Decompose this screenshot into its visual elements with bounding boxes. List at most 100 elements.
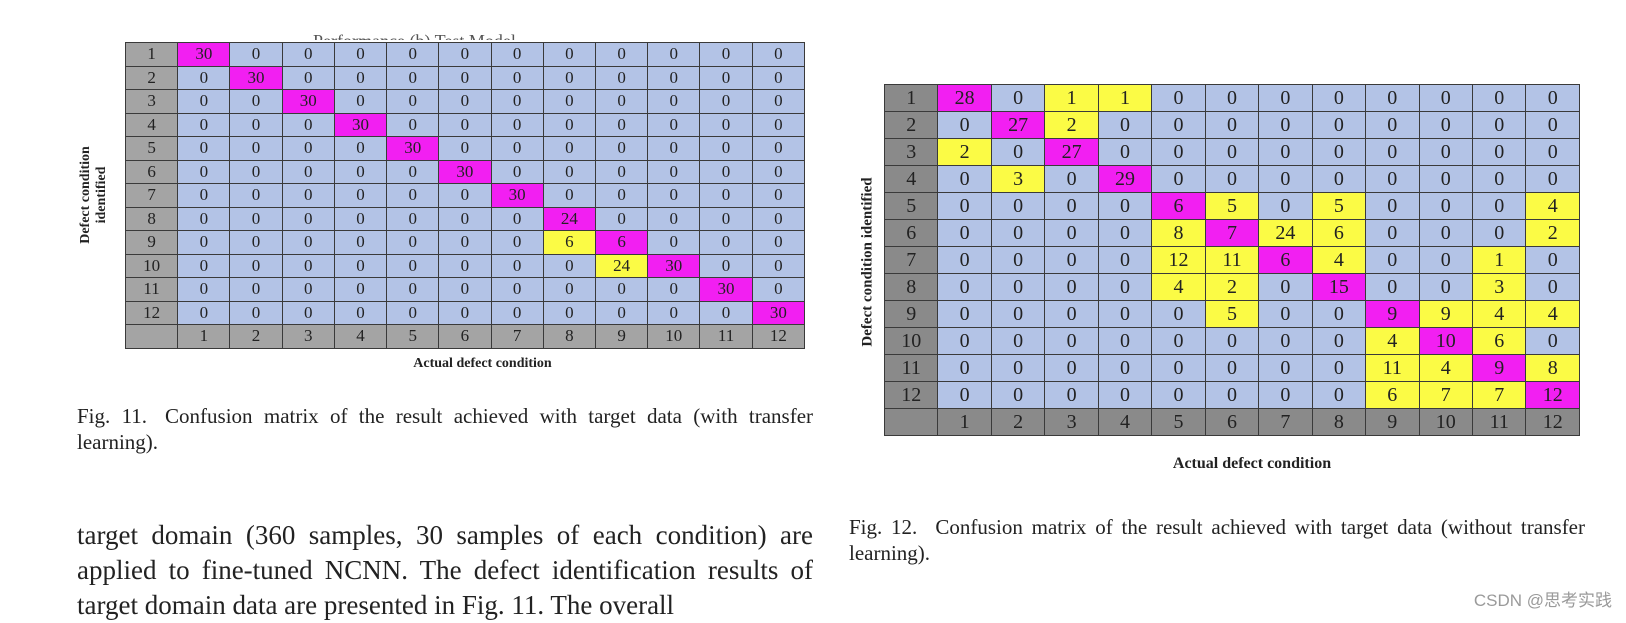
fig11-cell-r5-c6: 0 [438,136,492,161]
fig11-cell-r10-c1: 0 [177,253,231,278]
fig11-cell-r11-c4: 0 [333,277,388,302]
fig12-cell-r4-c2: 3 [990,165,1046,193]
fig12-cell-r5-c8: 5 [1311,192,1367,220]
fig12-cell-r5-c4: 0 [1097,192,1153,220]
fig11-cell-r5-c1: 0 [177,136,231,161]
fig11-cell-r9-c4: 0 [333,230,388,255]
fig11-caption-text: Confusion matrix of the result achieved … [77,404,814,454]
fig12-cell-r4-c4: 29 [1097,165,1153,193]
fig12-row-7: 7 0 0 0 0 12 11 6 4 0 0 1 0 [883,246,1580,274]
fig11-cell-r5-c11: 0 [699,136,753,161]
fig12-cell-r1-c10: 0 [1418,84,1473,112]
fig12-cell-r9-c5: 0 [1151,300,1206,328]
fig12-cell-r8-c1: 0 [937,273,992,301]
fig11-cell-r1-c6: 0 [438,42,492,67]
fig11-cell-r10-c12: 0 [751,253,806,278]
fig12-row-6: 6 0 0 0 0 8 7 24 6 0 0 0 2 [883,219,1580,247]
fig11-cell-r6-c8: 0 [542,159,596,184]
fig12-cell-r1-c3: 1 [1044,84,1099,112]
fig12-cell-r12-c10: 7 [1418,381,1473,409]
fig12-cell-r1-c12: 0 [1525,84,1580,112]
fig11-cell-r10-c10: 30 [647,253,701,278]
fig12-row-label-1: 1 [883,84,939,112]
fig12-cell-r11-c1: 0 [937,354,992,382]
fig12-cell-r10-c2: 0 [990,327,1046,355]
fig11-cell-r10-c4: 0 [333,253,388,278]
fig11-cell-r4-c2: 0 [229,112,283,137]
fig11-cell-r7-c11: 0 [699,183,753,208]
fig11-row-label-4: 4 [124,112,179,137]
fig12-cell-r4-c9: 0 [1365,165,1420,193]
fig12-cell-r2-c11: 0 [1471,111,1527,139]
fig12-cell-r12-c12: 12 [1525,381,1580,409]
fig11-cell-r7-c5: 0 [386,183,440,208]
fig11-cell-r6-c11: 0 [699,159,753,184]
fig11-cell-r2-c10: 0 [647,65,701,90]
fig11-cell-r4-c9: 0 [594,112,649,137]
fig12-row-11: 11 0 0 0 0 0 0 0 0 11 4 9 8 [883,354,1580,382]
fig12-cell-r11-c11: 9 [1471,354,1527,382]
fig12-cell-r1-c2: 0 [990,84,1046,112]
fig12-cell-r9-c2: 0 [990,300,1046,328]
fig11-col-label-7: 7 [490,324,544,349]
fig11-row-1: 1 30 0 0 0 0 0 0 0 0 0 0 0 [124,42,806,67]
fig11-row-2: 2 0 30 0 0 0 0 0 0 0 0 0 0 [124,65,806,90]
fig12-cell-r4-c6: 0 [1204,165,1260,193]
fig12-cell-r10-c6: 0 [1204,327,1260,355]
fig12-cell-r11-c9: 11 [1365,354,1420,382]
fig11-cell-r1-c2: 0 [229,42,283,67]
fig12-cell-r8-c2: 0 [990,273,1046,301]
fig11-cell-r12-c6: 0 [438,300,492,325]
fig11-cell-r3-c2: 0 [229,89,283,114]
confusion-matrix-fig12: 1 28 0 1 1 0 0 0 0 0 0 0 0 2 0 27 2 0 0 0 0 0 0 0 0 0 3 2 0 27 0 0 0 0 0 0 0… [883,84,1580,436]
fig12-cell-r8-c12: 0 [1525,273,1580,301]
fig12-cell-r7-c1: 0 [937,246,992,274]
fig12-row-12: 12 0 0 0 0 0 0 0 0 6 7 7 12 [883,381,1580,409]
fig12-cell-r12-c7: 0 [1258,381,1313,409]
fig11-cell-r3-c9: 0 [594,89,649,114]
fig11-cell-r5-c9: 0 [594,136,649,161]
fig11-cell-r10-c5: 0 [386,253,440,278]
fig12-cell-r6-c9: 0 [1365,219,1420,247]
fig12-row-label-12: 12 [883,381,939,409]
fig11-cell-r5-c10: 0 [647,136,701,161]
fig12-cell-r3-c12: 0 [1525,138,1580,166]
fig11-cell-r9-c3: 0 [281,230,335,255]
fig11-cell-r8-c1: 0 [177,206,231,231]
fig11-cell-r6-c12: 0 [751,159,806,184]
fig11-row-6: 6 0 0 0 0 0 30 0 0 0 0 0 0 [124,159,806,184]
fig11-cell-r8-c7: 0 [490,206,544,231]
fig11-cell-r3-c5: 0 [386,89,440,114]
fig11-cell-r2-c4: 0 [333,65,388,90]
fig11-cell-r11-c7: 0 [490,277,544,302]
fig11-cell-r5-c5: 30 [386,136,440,161]
fig12-cell-r3-c8: 0 [1311,138,1367,166]
fig12-cell-r9-c10: 9 [1418,300,1473,328]
fig12-row-10: 10 0 0 0 0 0 0 0 0 4 10 6 0 [883,327,1580,355]
fig12-cell-r7-c6: 11 [1204,246,1260,274]
fig11-cell-r9-c6: 0 [438,230,492,255]
fig12-cell-r7-c11: 1 [1471,246,1527,274]
fig12-cell-r8-c5: 4 [1151,273,1206,301]
fig11-col-label-11: 11 [699,324,753,349]
fig11-cell-r2-c8: 0 [542,65,596,90]
fig12-cell-r12-c9: 6 [1365,381,1420,409]
fig12-cell-r3-c9: 0 [1365,138,1420,166]
fig11-cell-r6-c4: 0 [333,159,388,184]
fig12-col-label-10: 10 [1418,408,1473,436]
fig11-cell-r3-c8: 0 [542,89,596,114]
fig11-col-label-8: 8 [542,324,596,349]
fig11-cell-r7-c7: 30 [490,183,544,208]
fig11-cell-r4-c12: 0 [751,112,806,137]
fig12-cell-r12-c1: 0 [937,381,992,409]
fig12-cell-r10-c12: 0 [1525,327,1580,355]
fig12-cell-r3-c2: 0 [990,138,1046,166]
fig11-cell-r3-c1: 0 [177,89,231,114]
fig12-cell-r4-c11: 0 [1471,165,1527,193]
fig11-cell-r7-c2: 0 [229,183,283,208]
fig11-row-label-9: 9 [124,230,179,255]
fig11-cell-r8-c9: 0 [594,206,649,231]
fig11-cell-r3-c12: 0 [751,89,806,114]
